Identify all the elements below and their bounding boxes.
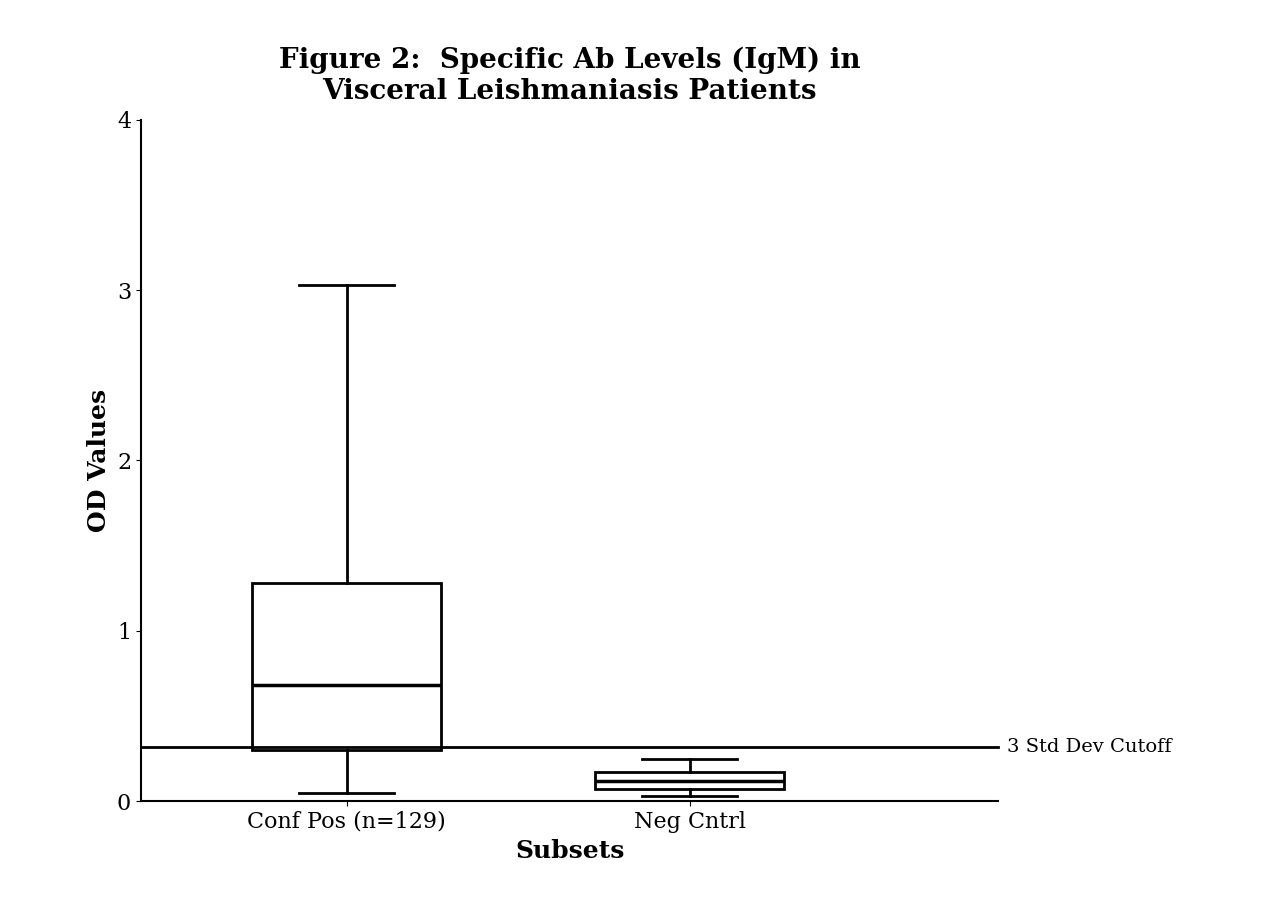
Text: 3 Std Dev Cutoff: 3 Std Dev Cutoff (1007, 738, 1171, 756)
Y-axis label: OD Values: OD Values (87, 389, 111, 532)
X-axis label: Subsets: Subsets (515, 838, 625, 863)
Title: Figure 2:  Specific Ab Levels (IgM) in
Visceral Leishmaniasis Patients: Figure 2: Specific Ab Levels (IgM) in Vi… (279, 46, 860, 105)
PathPatch shape (595, 773, 785, 789)
PathPatch shape (252, 583, 440, 750)
